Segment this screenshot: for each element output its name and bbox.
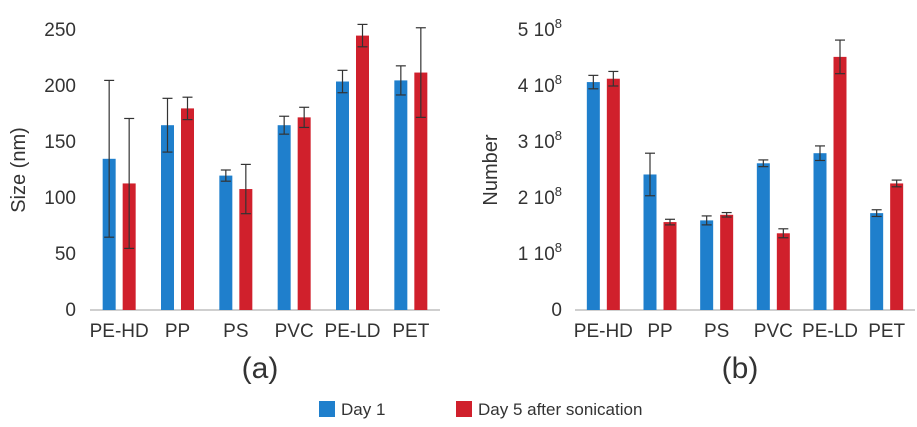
bar-day1-pe-hd <box>586 82 600 310</box>
legend-label-day5: Day 5 after sonication <box>478 400 642 419</box>
bar-day1-pvc <box>756 163 770 310</box>
panel-label: (b) <box>722 352 759 385</box>
y-tick-label: 3 108 <box>518 128 562 153</box>
bar-day1-pp <box>161 125 174 310</box>
error-bar-day1-ps <box>701 215 712 226</box>
panel-label: (a) <box>242 352 279 385</box>
error-bar-day5-pe-hd <box>124 117 135 249</box>
bar-day5-pe-ld <box>356 35 369 310</box>
bar-day1-pe-ld <box>813 153 827 310</box>
category-label-pvc: PVC <box>275 321 314 342</box>
bar-day5-pet <box>414 72 428 310</box>
category-label-pe-hd: PE-HD <box>90 321 149 342</box>
y-tick-label: 0 <box>551 300 562 321</box>
bar-day1-ps <box>219 175 233 310</box>
y-axis-title: Size (nm) <box>8 127 30 213</box>
error-bar-day1-pe-ld <box>337 69 348 94</box>
bar-day5-pp <box>181 108 194 311</box>
error-bar-day5-pp <box>665 218 675 226</box>
chart-panel-number: Number 0 1 108 2 108 3 108 4 108 5 108 PE-HD PP P… <box>480 16 915 385</box>
error-bar-day1-pe-hd <box>104 79 115 238</box>
legend-label-day1: Day 1 <box>341 400 385 419</box>
legend: Day 1 Day 5 after sonication <box>319 400 642 419</box>
error-bar-day5-pp <box>182 96 193 121</box>
bar-day1-pp <box>643 174 657 310</box>
error-bar-day1-pet <box>871 209 882 218</box>
error-bar-day5-ps <box>721 211 732 218</box>
error-bar-day1-pe-hd <box>588 74 599 90</box>
y-tick-label: 250 <box>44 20 76 41</box>
error-bar-day1-ps <box>220 169 231 182</box>
error-bar-day5-pe-hd <box>608 70 619 87</box>
error-bar-day5-pe-ld <box>357 23 368 48</box>
error-bar-day1-pe-ld <box>815 145 825 162</box>
error-bar-day1-pet <box>395 65 406 96</box>
bar-day1-pet <box>394 80 408 311</box>
bar-day5-pvc <box>297 117 311 310</box>
category-label-pet: PET <box>868 321 905 342</box>
category-label-pp: PP <box>647 321 672 342</box>
category-label-pet: PET <box>392 321 429 342</box>
y-tick-label: 5 108 <box>518 16 562 41</box>
y-tick-label: 4 108 <box>518 72 562 97</box>
category-label-pe-ld: PE-LD <box>802 321 858 342</box>
error-bar-day1-pp <box>162 97 173 153</box>
error-bar-day5-pvc <box>299 106 310 129</box>
error-bar-day1-pp <box>645 152 655 197</box>
y-tick-label: 1 108 <box>518 240 562 265</box>
bar-day1-pvc <box>277 125 291 310</box>
y-axis-title: Number <box>480 134 502 205</box>
legend-swatch-day1 <box>319 401 335 417</box>
bar-day1-pet <box>870 213 884 310</box>
y-tick-label: 0 <box>65 300 76 321</box>
y-tick-label: 150 <box>44 132 76 153</box>
bar-day5-pe-hd <box>606 78 620 310</box>
bar-day5-pe-ld <box>833 56 847 310</box>
bar-day1-pe-ld <box>336 81 349 311</box>
category-label-pe-hd: PE-HD <box>574 321 633 342</box>
bar-day5-pvc <box>776 233 790 310</box>
category-label-pe-ld: PE-LD <box>325 321 381 342</box>
category-label-pvc: PVC <box>754 321 793 342</box>
bar-day5-ps <box>239 189 253 310</box>
error-bar-day5-pe-ld <box>835 39 845 75</box>
y-tick-label: 200 <box>44 76 76 97</box>
error-bar-day5-pet <box>891 179 902 188</box>
legend-swatch-day5 <box>456 401 472 417</box>
y-tick-label: 50 <box>55 244 76 265</box>
bar-day5-pp <box>663 222 677 310</box>
bar-day5-ps <box>720 214 734 310</box>
error-bar-day5-pet <box>415 27 426 118</box>
error-bar-day1-pvc <box>279 115 290 135</box>
category-label-ps: PS <box>704 321 729 342</box>
error-bar-day1-pvc <box>758 159 769 168</box>
y-tick-label: 100 <box>44 188 76 209</box>
bar-day5-pet <box>890 183 904 310</box>
chart-panel-size: Size (nm) 0 50 100 150 200 250 PE-HD PP PS PVC PE-L… <box>8 20 440 385</box>
error-bar-day5-ps <box>240 163 251 215</box>
y-tick-label: 2 108 <box>518 184 562 209</box>
category-label-ps: PS <box>223 321 248 342</box>
error-bar-day5-pvc <box>778 228 789 239</box>
bar-day1-ps <box>700 220 714 310</box>
category-label-pp: PP <box>165 321 190 342</box>
